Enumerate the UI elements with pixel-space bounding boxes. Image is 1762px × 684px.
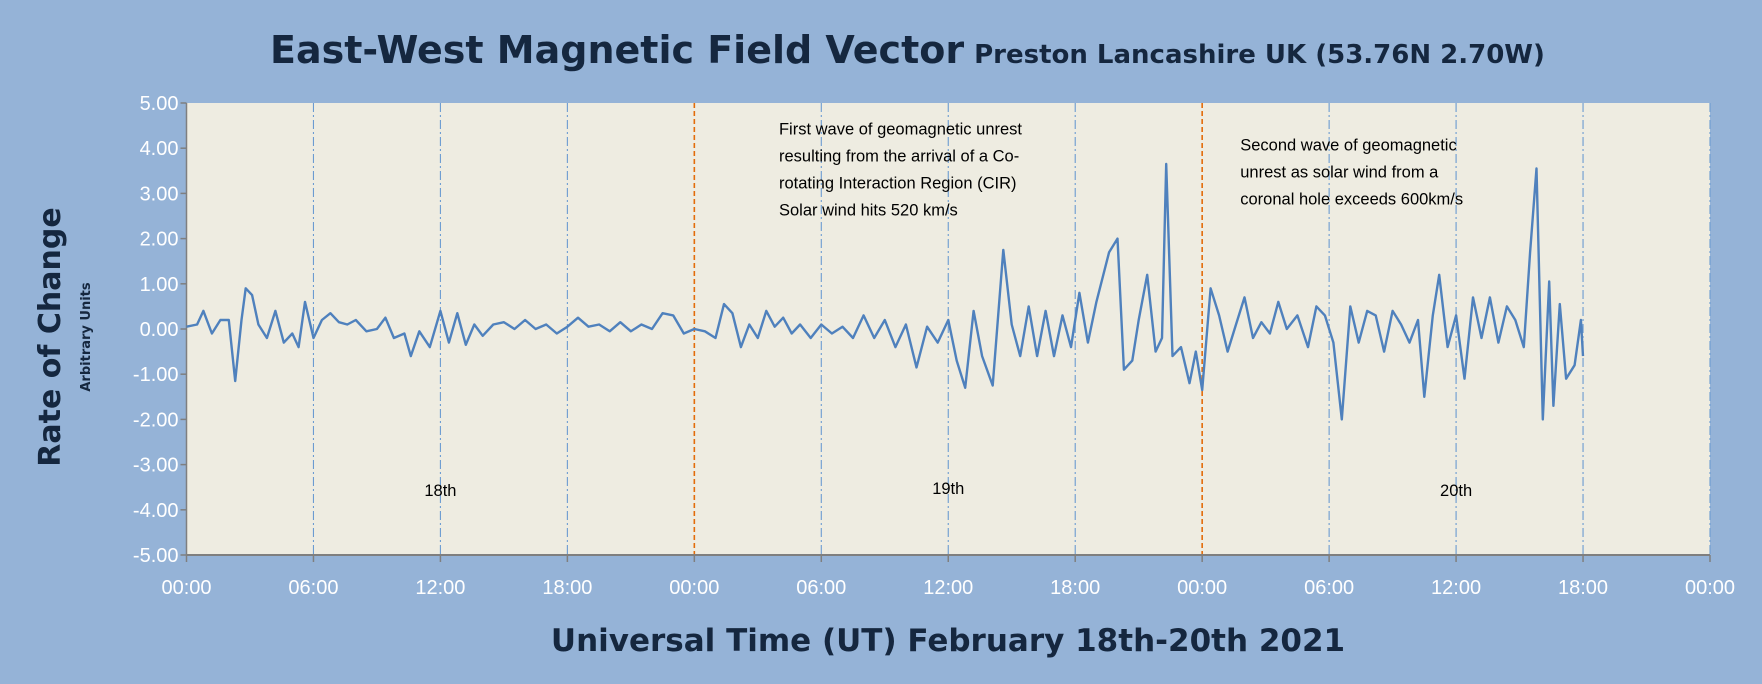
day-label: 19th: [932, 480, 964, 498]
x-tick-label: 00:00: [161, 577, 211, 599]
y-tick-label: -2.00: [133, 409, 179, 431]
day-label: 20th: [1440, 482, 1472, 500]
x-tick-label: 06:00: [796, 577, 846, 599]
x-tick-label: 12:00: [415, 577, 465, 599]
x-tick-label: 06:00: [288, 577, 338, 599]
y-tick-label: -4.00: [133, 500, 179, 522]
x-tick-label: 00:00: [669, 577, 719, 599]
chart-title: East-West Magnetic Field Vector Preston L…: [270, 28, 1545, 72]
x-tick-label: 06:00: [1304, 577, 1354, 599]
x-tick-label: 12:00: [1431, 577, 1481, 599]
y-tick-label: 3.00: [140, 183, 179, 205]
y-tick-label: 2.00: [140, 229, 179, 251]
annotation-text: Solar wind hits 520 km/s: [779, 202, 958, 220]
annotation-text: unrest as solar wind from a: [1240, 163, 1439, 181]
chart-subtitle: Preston Lancashire UK (53.76N 2.70W): [974, 40, 1545, 70]
y-tick-label: -3.00: [133, 455, 179, 477]
annotation-text: Second wave of geomagnetic: [1240, 136, 1456, 154]
day-label: 18th: [424, 482, 456, 500]
y-axis-subtitle: Arbitrary Units: [79, 282, 94, 392]
x-tick-label: 00:00: [1685, 577, 1735, 599]
y-tick-label: 0.00: [140, 319, 179, 341]
annotation-text: coronal hole exceeds 600km/s: [1240, 190, 1463, 208]
y-tick-label: -1.00: [133, 364, 179, 386]
x-tick-label: 18:00: [1558, 577, 1608, 599]
annotation-text: resulting from the arrival of a Co-: [779, 148, 1019, 166]
y-axis-title: Rate of Change: [33, 207, 68, 466]
series-line: [186, 162, 1585, 421]
x-tick-label: 00:00: [1177, 577, 1227, 599]
x-tick-label: 18:00: [1050, 577, 1100, 599]
x-tick-label: 18:00: [542, 577, 592, 599]
y-tick-label: 4.00: [140, 138, 179, 160]
x-axis-title: Universal Time (UT) February 18th-20th 2…: [551, 623, 1345, 659]
y-tick-label: 1.00: [140, 274, 179, 296]
y-tick-label: -5.00: [133, 545, 179, 567]
x-tick-label: 12:00: [923, 577, 973, 599]
chart-title-main: East-West Magnetic Field Vector: [270, 28, 964, 72]
annotation-text: rotating Interaction Region (CIR): [779, 175, 1017, 193]
annotation-text: First wave of geomagnetic unrest: [779, 121, 1022, 139]
y-tick-label: 5.00: [140, 93, 179, 115]
